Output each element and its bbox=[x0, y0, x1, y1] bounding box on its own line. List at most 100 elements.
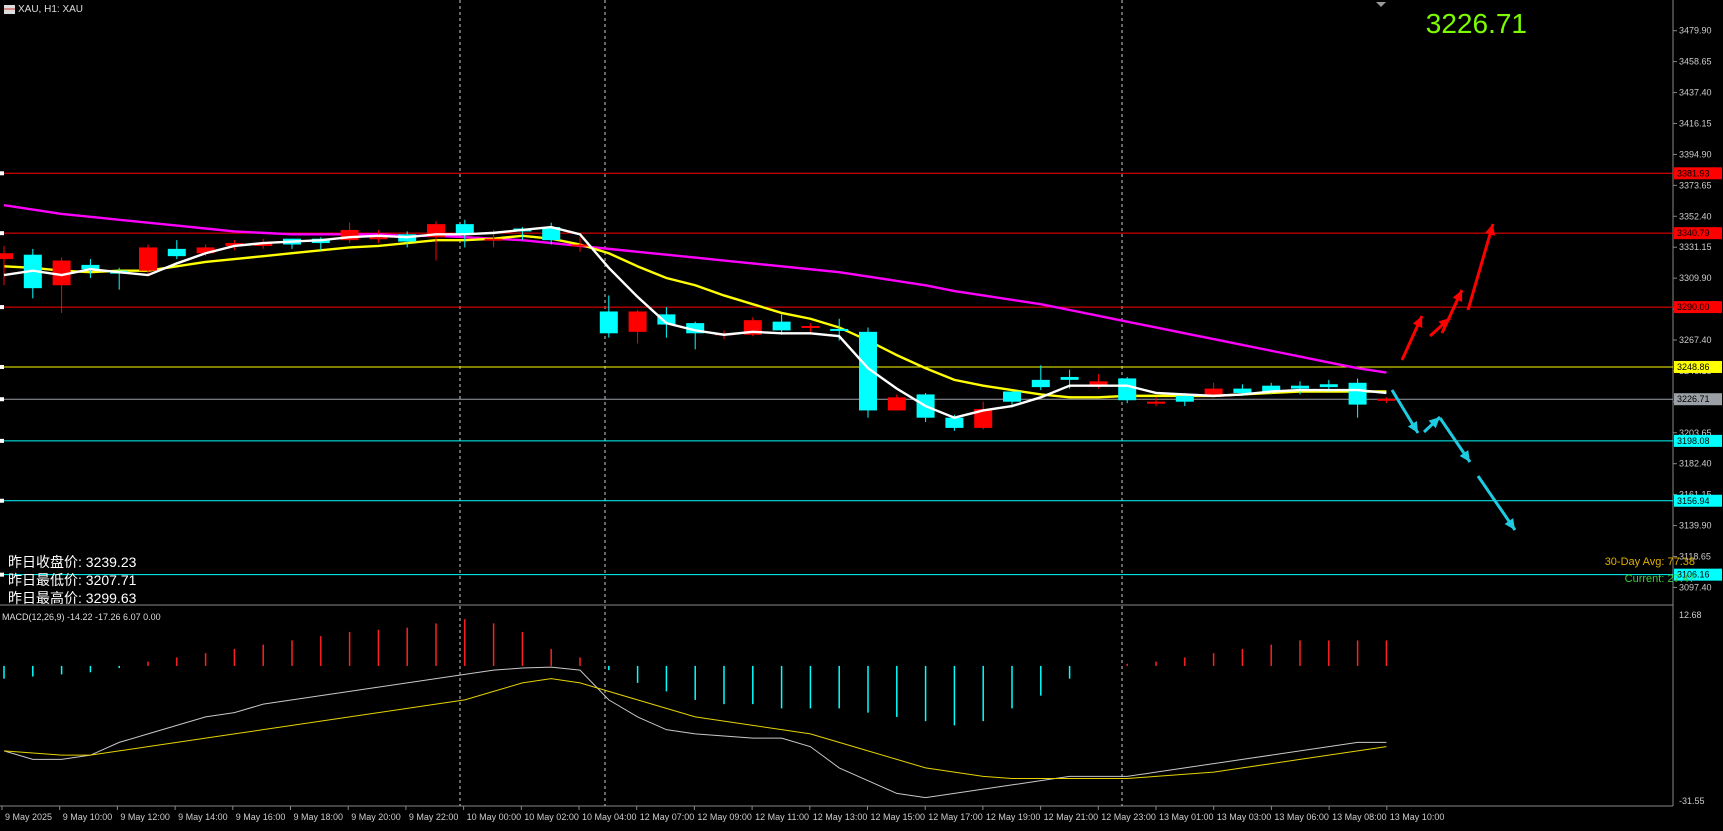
level-handle bbox=[0, 498, 4, 503]
candle-body bbox=[772, 321, 791, 331]
candle bbox=[599, 295, 618, 338]
candle bbox=[139, 244, 157, 276]
candle-body bbox=[139, 247, 157, 271]
prev-low-stat: 昨日最低价: 3207.71 bbox=[8, 572, 137, 588]
level-handle bbox=[0, 171, 4, 176]
arrow-head bbox=[1459, 450, 1470, 462]
level-price-tag bbox=[1674, 393, 1722, 406]
projection-down-arrow bbox=[1438, 417, 1472, 463]
candle bbox=[859, 327, 877, 418]
y-tick-label: 3118.65 bbox=[1679, 551, 1711, 561]
macd-scale-bottom: -31.55 bbox=[1679, 796, 1705, 806]
y-tick-label: 3458.65 bbox=[1679, 57, 1712, 67]
x-tick-label: 12 May 17:00 bbox=[928, 812, 983, 822]
x-tick-label: 12 May 07:00 bbox=[640, 812, 695, 822]
candle bbox=[974, 401, 993, 430]
candle bbox=[571, 237, 589, 252]
ma-slow-line bbox=[3, 204, 1387, 374]
candle bbox=[1118, 376, 1137, 404]
candle-body bbox=[254, 243, 273, 246]
x-tick-label: 9 May 12:00 bbox=[120, 812, 170, 822]
candle-body bbox=[657, 314, 676, 325]
symbol-label: XAU, H1: XAU bbox=[18, 4, 84, 15]
candle-body bbox=[974, 408, 993, 428]
y-tick-label: 3097.40 bbox=[1679, 582, 1712, 592]
y-tick-label: 3203.65 bbox=[1679, 428, 1712, 438]
x-tick-label: 12 May 23:00 bbox=[1101, 812, 1156, 822]
prev-close-stat: 昨日收盘价: 3239.23 bbox=[8, 554, 137, 570]
arrow-head bbox=[1428, 417, 1440, 429]
candle bbox=[887, 394, 906, 411]
macd-label: MACD(12,26,9) -14.22 -17.26 6.07 0.00 bbox=[2, 612, 161, 622]
level-handle bbox=[0, 438, 4, 443]
candle-body bbox=[599, 311, 618, 334]
candle-body bbox=[455, 224, 474, 235]
candle-body bbox=[1348, 382, 1367, 405]
candle-body bbox=[1175, 395, 1194, 402]
projection-down-arrow bbox=[1422, 415, 1442, 434]
x-tick-label: 12 May 11:00 bbox=[755, 812, 809, 822]
projection-down-arrow bbox=[1476, 475, 1517, 531]
scroll-marker-icon bbox=[1376, 2, 1386, 7]
arrow-head bbox=[1407, 421, 1418, 433]
candle-body bbox=[830, 328, 849, 331]
level-handle bbox=[0, 364, 4, 369]
candle-body bbox=[945, 417, 964, 428]
level-price-label: 3156.94 bbox=[1677, 496, 1710, 506]
y-tick-label: 3373.65 bbox=[1679, 180, 1712, 190]
candle-body bbox=[1319, 384, 1338, 388]
candle-body bbox=[225, 243, 244, 246]
candle-body bbox=[859, 331, 877, 411]
candle bbox=[52, 257, 71, 313]
level-price-tag bbox=[1674, 227, 1722, 240]
projection-down-arrow bbox=[1390, 389, 1420, 434]
macd-signal-line bbox=[3, 678, 1387, 780]
x-tick-label: 13 May 08:00 bbox=[1332, 812, 1387, 822]
candle-body bbox=[1031, 379, 1050, 388]
level-handle bbox=[0, 231, 4, 236]
candle-body bbox=[1204, 388, 1223, 395]
y-tick-label: 3331.15 bbox=[1679, 242, 1712, 252]
candle bbox=[1031, 365, 1050, 391]
x-tick-label: 9 May 16:00 bbox=[236, 812, 286, 822]
candle-body bbox=[1262, 385, 1281, 392]
x-tick-label: 9 May 14:00 bbox=[178, 812, 228, 822]
arrow-segment bbox=[1466, 223, 1495, 311]
y-tick-label: 3182.40 bbox=[1679, 459, 1712, 469]
y-tick-label: 3437.40 bbox=[1679, 88, 1712, 98]
level-handle bbox=[0, 305, 4, 310]
candle bbox=[167, 240, 186, 260]
y-tick-label: 3479.90 bbox=[1679, 26, 1712, 36]
x-tick-label: 9 May 20:00 bbox=[351, 812, 401, 822]
candle-body bbox=[628, 311, 647, 332]
level-price-tag bbox=[1674, 494, 1722, 507]
candle bbox=[0, 245, 13, 286]
current-price: 3226.71 bbox=[1425, 8, 1527, 39]
y-tick-label: 3309.90 bbox=[1679, 273, 1712, 283]
level-price-tag bbox=[1674, 360, 1722, 373]
x-tick-label: 13 May 06:00 bbox=[1274, 812, 1329, 822]
candle-body bbox=[542, 227, 561, 241]
level-price-label: 3381.93 bbox=[1677, 168, 1710, 178]
y-tick-label: 3139.90 bbox=[1679, 521, 1712, 531]
candle-body bbox=[1291, 385, 1309, 389]
x-tick-label: 12 May 09:00 bbox=[697, 812, 752, 822]
x-tick-label: 9 May 2025 bbox=[5, 812, 52, 822]
candle bbox=[340, 222, 359, 244]
ma-mid-line bbox=[3, 234, 1387, 399]
candle bbox=[1204, 382, 1223, 396]
x-tick-label: 9 May 10:00 bbox=[63, 812, 113, 822]
candle bbox=[628, 310, 647, 344]
candle-body bbox=[801, 326, 820, 329]
prev-high-stat: 昨日最高价: 3299.63 bbox=[8, 590, 137, 606]
x-tick-label: 10 May 04:00 bbox=[582, 812, 637, 822]
arrow-head bbox=[1452, 290, 1463, 302]
candle bbox=[398, 231, 417, 248]
candle-body bbox=[686, 323, 705, 334]
candle-body bbox=[52, 260, 71, 286]
arrow-head bbox=[1484, 224, 1495, 236]
candle-body bbox=[1003, 391, 1021, 402]
level-price-label: 3340.79 bbox=[1677, 228, 1710, 238]
candle-body bbox=[1089, 381, 1108, 386]
